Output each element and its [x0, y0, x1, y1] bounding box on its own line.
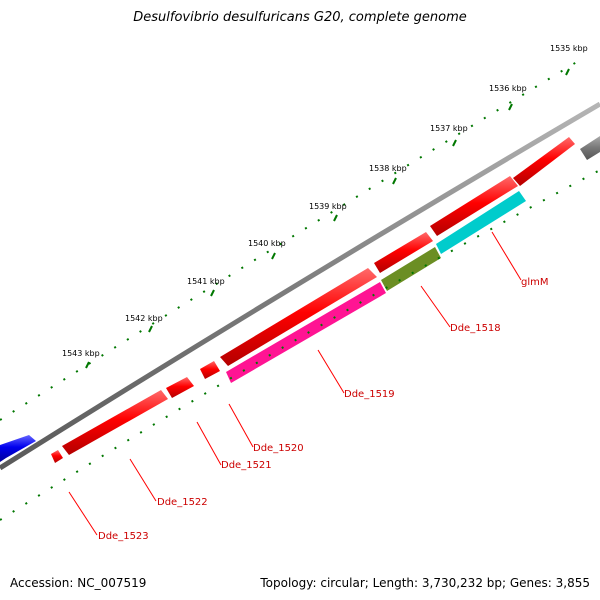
scale-label: 1538 kbp [369, 164, 407, 173]
scale-tick [85, 361, 90, 369]
gene-forward-5 [200, 361, 220, 379]
unlabeled-blue-gene [0, 435, 36, 462]
scale-label: 1541 kbp [187, 277, 225, 286]
scale-label: 1536 kbp [489, 84, 527, 93]
Dde_1522-leader [129, 458, 157, 502]
Dde_1523-gene [51, 450, 63, 463]
gene-labels: glmM Dde_1518 Dde_1519 Dde_1520 Dde_1521… [98, 277, 549, 542]
outer-scale-ring: 1535 kbp 1536 kbp 1537 kbp 1538 kbp 1539… [0, 44, 588, 421]
scale-label: 1535 kbp [550, 44, 588, 53]
inner-scale-dots [0, 169, 600, 521]
Dde_1519-leader [317, 349, 345, 394]
Dde_1521-leader [196, 421, 222, 466]
gene-forward-3 [374, 232, 433, 273]
gene-label-Dde_1521: Dde_1521 [221, 460, 272, 471]
scale-tick [333, 214, 338, 222]
scale-tick [392, 177, 397, 185]
genome-summary-text: Topology: circular; Length: 3,730,232 bp… [260, 576, 590, 590]
scale-tick [508, 103, 513, 111]
gene-label-Dde_1520: Dde_1520 [253, 443, 304, 454]
Dde_1520-leader [228, 403, 254, 448]
gene-forward-1 [513, 137, 575, 186]
glmM-gene [436, 191, 526, 254]
gene-forward-6 [166, 377, 194, 398]
scale-tick [148, 325, 153, 333]
Dde_1519-gene [226, 282, 386, 383]
scale-tick [452, 139, 457, 147]
Dde_1523-leader [68, 491, 98, 536]
gene-label-Dde_1519: Dde_1519 [344, 389, 395, 400]
gene-forward-2 [430, 176, 518, 236]
Dde_1518-leader [420, 285, 451, 328]
scale-label: 1540 kbp [248, 239, 286, 248]
gene-label-Dde_1522: Dde_1522 [157, 497, 208, 508]
unlabeled-gray-gene [580, 136, 600, 160]
scale-tick [210, 289, 215, 297]
map-title: Desulfovibrio desulfuricans G20, complet… [133, 10, 467, 25]
forward-strand-genes [0, 136, 600, 463]
gene-label-Dde_1518: Dde_1518 [450, 323, 501, 334]
scale-tick [271, 252, 276, 260]
scale-label: 1537 kbp [430, 124, 468, 133]
Dde_1518-gene [381, 247, 441, 291]
scale-label: 1543 kbp [62, 349, 100, 358]
scale-label: 1542 kbp [125, 314, 163, 323]
glmM-leader [491, 231, 522, 281]
Dde_1522-gene [62, 390, 168, 455]
gene-label-glmM: glmM [521, 277, 549, 288]
scale-tick [565, 68, 570, 76]
genome-backbone [0, 101, 600, 471]
accession-text: Accession: NC_007519 [10, 576, 147, 590]
scale-label: 1539 kbp [309, 202, 347, 211]
gene-label-Dde_1523: Dde_1523 [98, 531, 149, 542]
gene-forward-4 [220, 268, 377, 366]
reverse-strand-genes [226, 191, 526, 383]
label-leaders [68, 231, 522, 536]
